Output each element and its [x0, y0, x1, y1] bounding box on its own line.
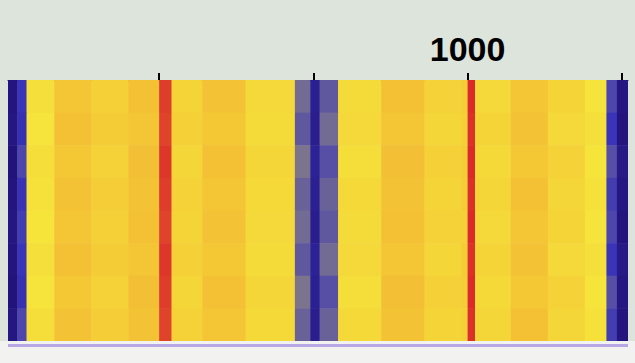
svg-text:1000: 1000 — [430, 30, 506, 68]
